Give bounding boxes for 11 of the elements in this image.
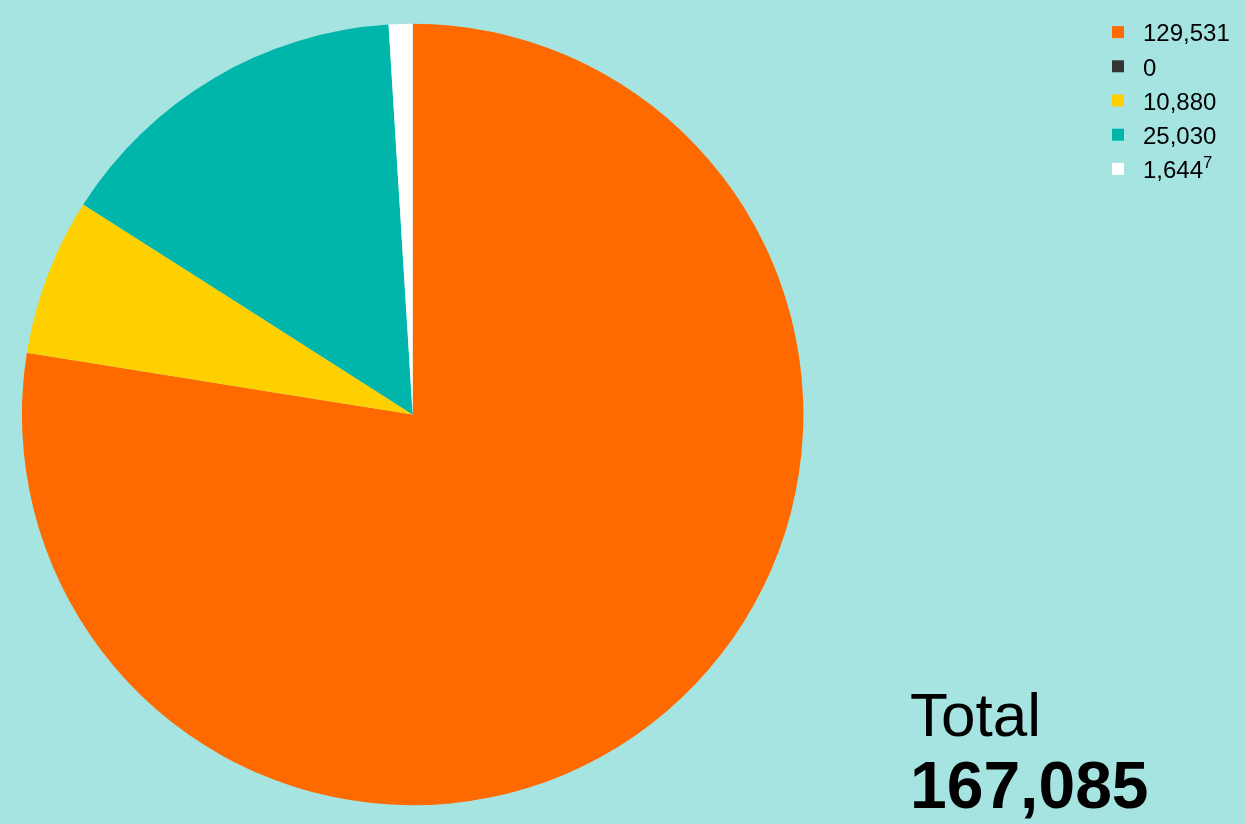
- pie-slice: [83, 24, 413, 415]
- legend-label: 1,644$^{7}$: [1143, 153, 1213, 184]
- pie-slice: [22, 23, 804, 805]
- text: 167,085: [910, 748, 1149, 822]
- pie-slice: [26, 204, 413, 415]
- legend-label: 25,030: [1143, 122, 1217, 150]
- legend-label: 129,531: [1143, 19, 1230, 47]
- legend-label: 10,880: [1143, 87, 1217, 115]
- text: Total: [910, 680, 1041, 749]
- legend-label: 0: [1143, 53, 1157, 81]
- pie-slice: [388, 23, 413, 415]
